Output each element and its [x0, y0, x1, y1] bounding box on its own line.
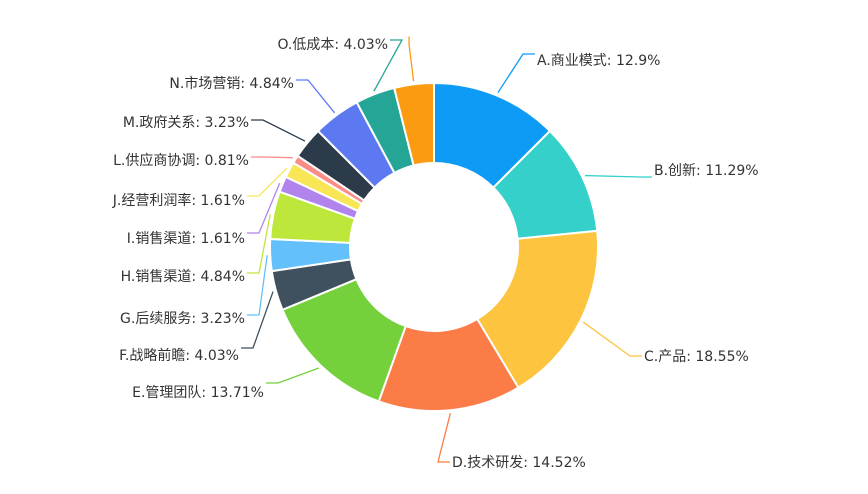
leader-line-b — [584, 174, 652, 178]
data-label-c: C.产品: 18.55% — [644, 349, 749, 365]
leader-line-h — [247, 214, 271, 274]
data-label-b: B.创新: 11.29% — [654, 163, 759, 179]
data-label-d: D.技术研发: 14.52% — [452, 455, 586, 471]
leader-line-d — [437, 413, 452, 463]
slice-group — [269, 81, 599, 412]
data-label-n: N.市场营销: 4.84% — [169, 75, 294, 92]
leader-line-n — [296, 79, 336, 114]
data-label-j: J.经营利润率: 1.61% — [112, 192, 245, 209]
leader-line-o — [373, 39, 404, 92]
data-label-l: L.供应商协调: 0.81% — [113, 152, 249, 169]
leader-line-f — [241, 291, 274, 349]
leader-line-e — [266, 367, 320, 384]
leader-line-extra-14 — [408, 36, 415, 82]
slice-c[interactable] — [475, 229, 599, 390]
leader-line-l — [251, 156, 293, 159]
data-label-a: A.商业模式: 12.9% — [537, 53, 660, 69]
data-label-f: F.战略前瞻: 4.03% — [119, 347, 239, 364]
leader-line-i — [247, 182, 281, 234]
data-label-g: G.后续服务: 3.23% — [120, 310, 245, 327]
data-label-e: E.管理团队: 13.71% — [132, 385, 264, 401]
leader-line-c — [582, 321, 642, 357]
leader-line-a — [497, 53, 535, 94]
leader-line-g — [247, 255, 268, 316]
slice-extra-14[interactable] — [392, 81, 435, 167]
data-label-i: I.销售渠道: 1.61% — [127, 231, 245, 247]
data-label-m: M.政府关系: 3.23% — [123, 115, 249, 131]
leader-line-group — [241, 36, 652, 463]
data-label-o: O.低成本: 4.03% — [277, 37, 388, 53]
leader-line-m — [251, 119, 306, 142]
data-label-h: H.销售渠道: 4.84% — [121, 269, 245, 285]
leader-line-j — [247, 167, 288, 197]
label-group: A.商业模式: 12.9% B.创新: 11.29% C.产品: 18.55% D.技… — [112, 37, 759, 471]
